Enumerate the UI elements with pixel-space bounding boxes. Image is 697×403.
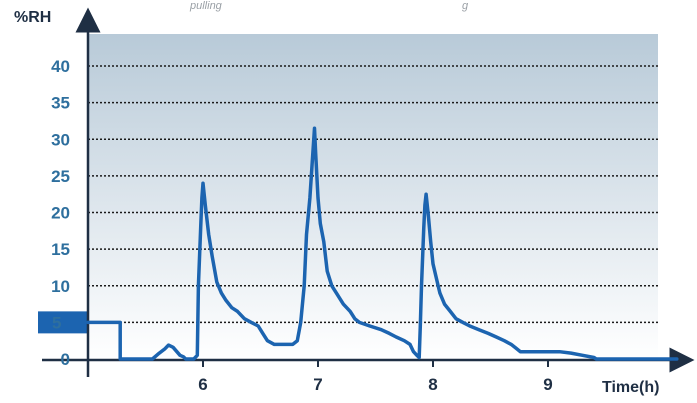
gridlines <box>88 65 658 324</box>
y-tick-label-0: 0 <box>61 350 70 369</box>
x-tick-label-9: 9 <box>543 375 552 394</box>
data-series <box>86 126 679 361</box>
y-axis-label: %RH <box>14 9 51 26</box>
x-tick-label-8: 8 <box>428 375 437 394</box>
caption-right: g <box>462 0 469 12</box>
y-tick-label-15: 15 <box>51 240 70 259</box>
x-axis-label: Time(h) <box>602 379 659 396</box>
y-tick-label-25: 25 <box>51 167 70 186</box>
y-highlight-box <box>38 311 88 334</box>
y-tick-label-40: 40 <box>51 57 70 76</box>
x-tick-label-6: 6 <box>198 375 207 394</box>
y-tick-label-20: 20 <box>51 204 70 223</box>
x-tick-label-7: 7 <box>313 375 322 394</box>
caption-left: pulling <box>189 0 223 12</box>
x-tick-labels: 6 7 8 9 <box>198 360 553 394</box>
y-tick-label-30: 30 <box>51 130 70 149</box>
y-tick-label-5: 5 <box>52 313 61 332</box>
y-tick-labels: 05 10 15 20 25 30 35 40 <box>51 57 70 369</box>
y-tick-label-35: 35 <box>51 94 70 113</box>
series-line <box>86 126 679 361</box>
y-tick-label-10: 10 <box>51 277 70 296</box>
plot-background <box>88 34 658 359</box>
y-highlight <box>38 311 88 334</box>
